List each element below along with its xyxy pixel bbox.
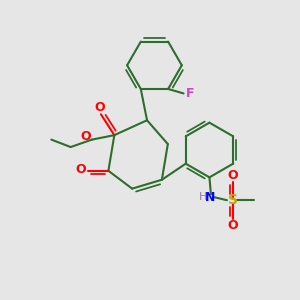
Text: S: S	[228, 193, 238, 207]
Text: F: F	[186, 87, 194, 100]
Text: O: O	[94, 101, 105, 114]
Text: O: O	[228, 169, 238, 182]
Text: H: H	[198, 192, 207, 202]
Text: O: O	[76, 163, 86, 176]
Text: O: O	[228, 219, 238, 232]
Text: O: O	[80, 130, 91, 143]
Text: N: N	[205, 191, 215, 204]
